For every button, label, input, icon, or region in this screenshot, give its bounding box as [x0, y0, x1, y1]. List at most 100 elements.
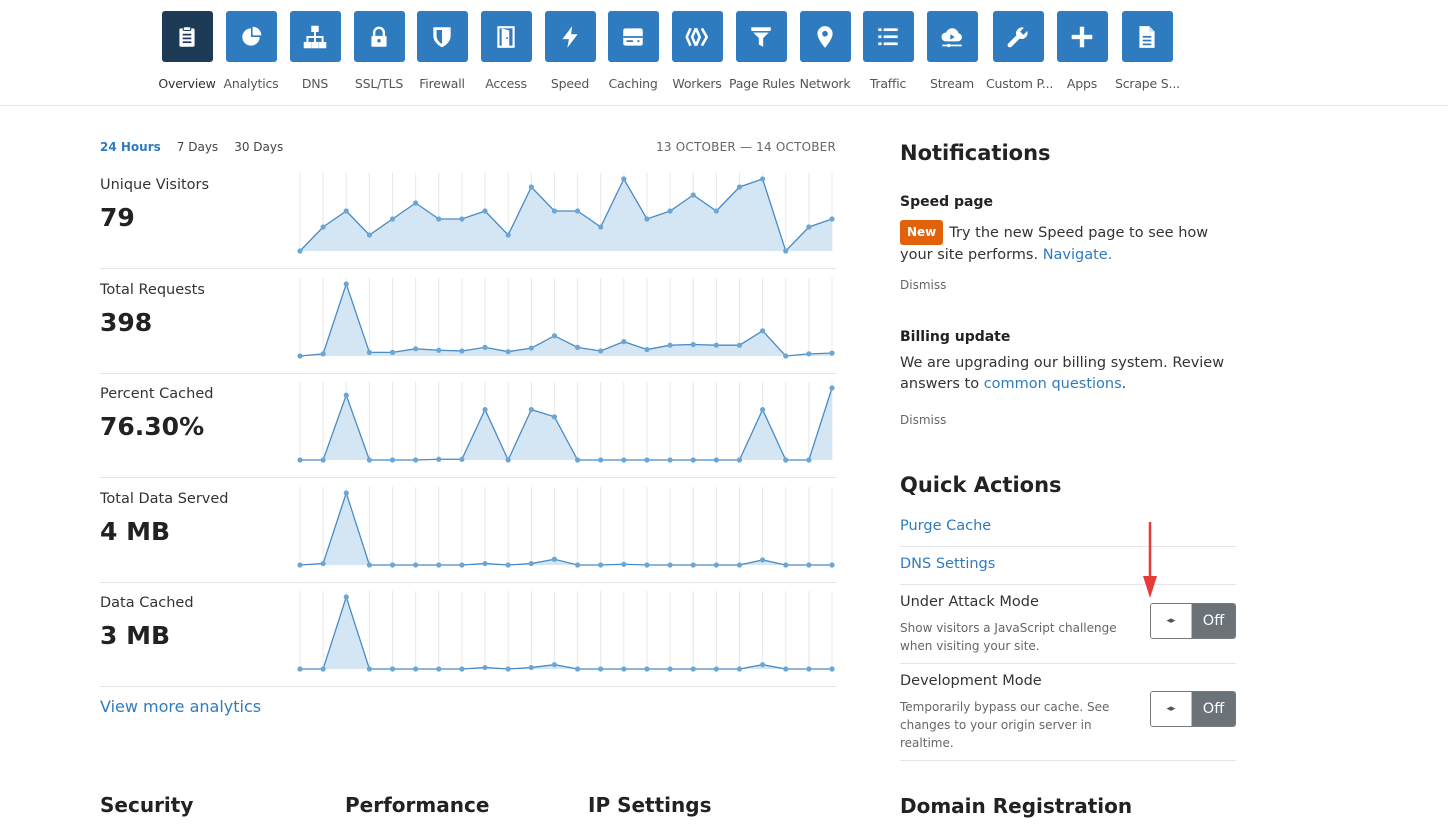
data-point	[505, 666, 511, 672]
data-point	[598, 224, 604, 230]
data-point	[343, 392, 349, 398]
metric-value: 76.30%	[100, 412, 205, 441]
notification-text: Try the new Speed page to see how your s…	[900, 225, 1209, 263]
dismiss-speed-page[interactable]: Dismiss	[900, 278, 947, 292]
metric-unique-visitors: Unique Visitors 79	[100, 165, 836, 269]
navigate-link[interactable]: Navigate.	[1042, 247, 1113, 263]
location-pin-icon	[799, 11, 851, 62]
new-badge: New	[900, 220, 944, 245]
lightning-icon	[544, 11, 596, 62]
data-point	[574, 562, 581, 568]
tab-24-hours[interactable]: 24 Hours	[100, 140, 161, 154]
data-point	[598, 348, 604, 354]
common-questions-link[interactable]: common questions	[983, 376, 1122, 392]
data-point	[482, 344, 488, 350]
nav-item-ssl-tls[interactable]: SSL/TLS	[347, 11, 411, 91]
data-point	[667, 208, 673, 214]
nav-item-access[interactable]: Access	[474, 11, 538, 91]
nav-item-dns[interactable]: DNS	[283, 11, 347, 91]
dns-settings-link[interactable]: DNS Settings	[900, 556, 996, 572]
data-point	[366, 349, 372, 355]
data-point	[690, 666, 696, 672]
data-point	[320, 560, 326, 567]
development-mode-toggle[interactable]: ◂▸ Off	[1150, 691, 1236, 727]
nav-item-traffic[interactable]: Traffic	[856, 11, 920, 91]
notification-title: Speed page	[900, 194, 993, 210]
data-point	[551, 556, 558, 562]
nav-label: Stream	[929, 76, 975, 91]
nav-item-workers[interactable]: Workers	[665, 11, 729, 91]
nav-item-firewall[interactable]: Firewall	[410, 11, 474, 91]
area-fill	[300, 284, 832, 356]
data-point	[343, 490, 349, 496]
data-point	[644, 216, 650, 222]
notification-body: We are upgrading our billing system. Rev…	[900, 353, 1236, 395]
nav-label: Custom P...	[986, 76, 1054, 91]
data-point	[551, 333, 558, 339]
section-heading-ip-settings: IP Settings	[588, 793, 712, 817]
series-line	[299, 490, 832, 566]
data-point	[760, 176, 766, 182]
filter-icon	[735, 11, 787, 62]
data-point	[366, 562, 372, 568]
nav-label: Apps	[1066, 76, 1098, 91]
section-heading-performance: Performance	[345, 793, 490, 817]
sparkline-chart	[297, 487, 835, 568]
under-attack-mode-toggle[interactable]: ◂▸ Off	[1150, 603, 1236, 639]
nav-item-caching[interactable]: Caching	[601, 11, 665, 91]
view-more-analytics-link[interactable]: View more analytics	[100, 697, 262, 716]
data-point	[389, 349, 396, 355]
nav-item-page-rules[interactable]: Page Rules	[729, 11, 795, 91]
data-point	[436, 216, 442, 222]
data-point	[528, 407, 534, 413]
nav-item-custom-pages[interactable]: Custom P...	[986, 11, 1054, 91]
document-icon	[1121, 11, 1173, 62]
data-point	[574, 208, 581, 214]
metric-value: 398	[100, 308, 153, 337]
data-point	[829, 385, 835, 391]
toggle-state: Off	[1192, 604, 1235, 638]
data-point	[736, 457, 743, 463]
nav-item-scrape-shield[interactable]: Scrape S...	[1115, 11, 1180, 91]
data-point	[644, 457, 650, 463]
data-point	[574, 457, 581, 463]
nav-item-analytics[interactable]: Analytics	[219, 11, 283, 91]
data-point	[459, 456, 465, 462]
metric-label: Data Cached	[100, 595, 194, 611]
data-point	[413, 666, 419, 672]
data-point	[829, 350, 835, 356]
red-arrow-annotation	[1143, 522, 1157, 598]
series-line	[300, 594, 832, 670]
nav-item-speed[interactable]: Speed	[538, 11, 602, 91]
data-point	[690, 457, 696, 463]
data-point	[528, 184, 534, 190]
nav-item-stream[interactable]: Stream	[920, 11, 984, 91]
data-point	[713, 208, 719, 214]
nav-item-overview[interactable]: Overview	[155, 11, 219, 91]
nav-label: Speed	[550, 76, 590, 91]
data-point	[528, 345, 534, 351]
nav-item-network[interactable]: Network	[793, 11, 857, 91]
tab-7-days[interactable]: 7 Days	[176, 140, 219, 154]
data-point	[713, 666, 719, 672]
tab-30-days[interactable]: 30 Days	[234, 140, 284, 154]
purge-cache-link[interactable]: Purge Cache	[900, 518, 992, 534]
data-point	[505, 457, 511, 463]
data-point	[320, 666, 326, 672]
metric-percent-cached: Percent Cached 76.30%	[100, 374, 836, 478]
data-point	[482, 664, 488, 671]
pie-chart-icon	[225, 11, 277, 62]
date-range: 13 OCTOBER — 14 OCTOBER	[656, 140, 836, 154]
nav-item-apps[interactable]: Apps	[1050, 11, 1114, 91]
metric-label: Total Data Served	[100, 491, 229, 507]
data-point	[783, 562, 789, 568]
data-point	[366, 457, 372, 463]
toggle-knob-icon: ◂▸	[1151, 692, 1192, 726]
dismiss-billing-update[interactable]: Dismiss	[900, 413, 947, 427]
data-point	[459, 562, 465, 568]
data-point	[598, 457, 604, 463]
metric-total-data-served: Total Data Served 4 MB	[100, 479, 836, 583]
data-point	[297, 666, 303, 672]
data-point	[528, 664, 534, 671]
data-point	[621, 666, 627, 672]
